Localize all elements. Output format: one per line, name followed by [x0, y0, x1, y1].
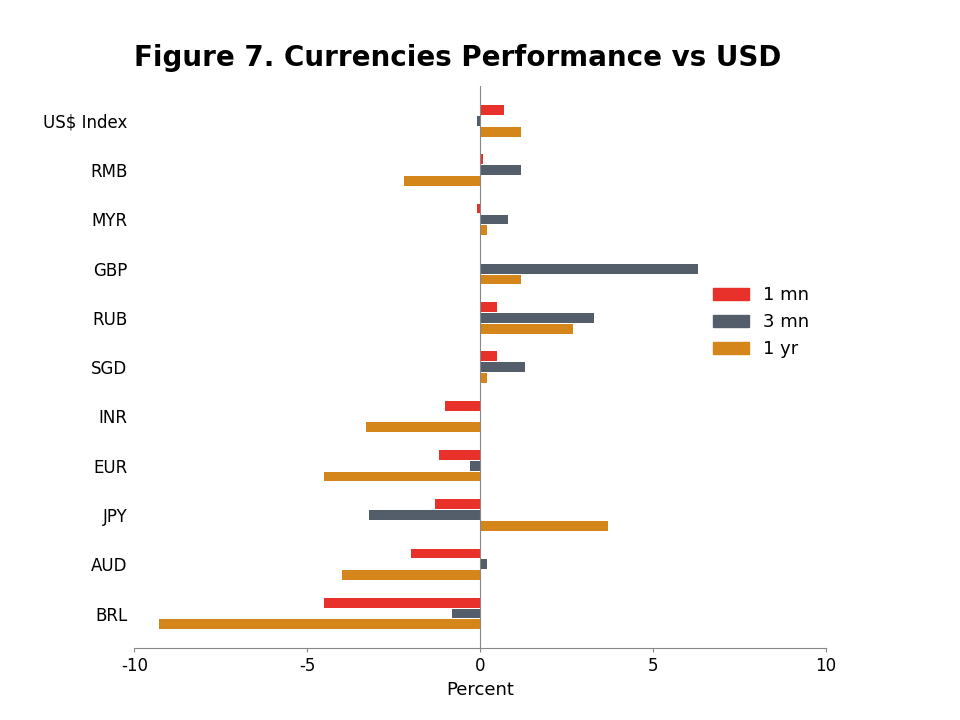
Bar [342, 570, 480, 580]
Bar [366, 423, 480, 432]
Bar [480, 351, 497, 361]
Bar [480, 521, 608, 531]
Bar [480, 559, 487, 569]
Bar [469, 461, 480, 471]
Bar [370, 510, 480, 520]
Bar [158, 619, 480, 629]
Bar [324, 598, 480, 608]
Text: Figure 7. Currencies Performance vs USD: Figure 7. Currencies Performance vs USD [134, 44, 781, 71]
Bar [480, 127, 521, 137]
Bar [480, 274, 521, 284]
Bar [480, 302, 497, 312]
Bar [435, 499, 480, 509]
Bar [480, 313, 594, 323]
Legend: 1 mn, 3 mn, 1 yr: 1 mn, 3 mn, 1 yr [706, 279, 817, 366]
Bar [480, 215, 508, 225]
Bar [476, 116, 480, 126]
Bar [445, 401, 480, 410]
Bar [452, 608, 480, 618]
Bar [324, 472, 480, 482]
Bar [480, 225, 487, 235]
Bar [480, 362, 525, 372]
Bar [480, 105, 504, 115]
Bar [411, 549, 480, 558]
Bar [480, 154, 484, 164]
Bar [476, 204, 480, 213]
Bar [480, 373, 487, 383]
Bar [404, 176, 480, 186]
Bar [480, 264, 698, 274]
Bar [480, 324, 573, 333]
Bar [480, 166, 521, 175]
Bar [439, 450, 480, 460]
X-axis label: Percent: Percent [446, 680, 514, 698]
